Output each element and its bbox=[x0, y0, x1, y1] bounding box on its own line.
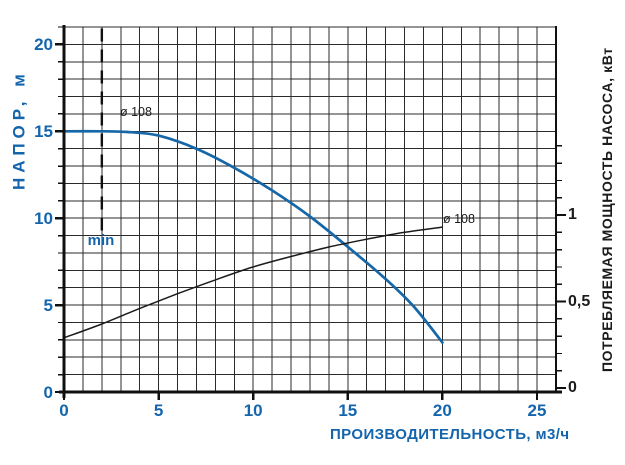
y-right-tick-label: 0,5 bbox=[568, 292, 591, 310]
x-axis-tick-label: 25 bbox=[527, 401, 547, 420]
x-axis-tick-label: 10 bbox=[243, 401, 263, 420]
x-axis-tick-label: 0 bbox=[59, 401, 69, 420]
power-curve-path bbox=[63, 226, 444, 339]
y-left-tick-label: 15 bbox=[34, 121, 53, 141]
x-axis-tick-label: 5 bbox=[153, 401, 164, 420]
x-axis-title: ПРОИЗВОДИТЕЛЬНОСТЬ, м3/ч bbox=[330, 426, 570, 443]
x-axis-tick-label: 20 bbox=[432, 401, 452, 420]
head-curve-path bbox=[62, 129, 444, 344]
left-axis-title: НАПОР, м bbox=[9, 69, 29, 191]
x-axis-tick-label: 15 bbox=[338, 401, 358, 420]
y-left-tick-label: 0 bbox=[43, 382, 53, 402]
power-curve-label: ø 108 bbox=[443, 212, 475, 226]
head-curve-label: ø 108 bbox=[120, 105, 152, 119]
y-right-tick-label: 0 bbox=[568, 379, 577, 396]
right-axis-title: ПОТРЕБЛЯЕМАЯ МОЩНОСТЬ НАСОСА, кВт bbox=[599, 47, 615, 373]
min-marker-label: min bbox=[87, 232, 115, 249]
y-left-tick-label: 10 bbox=[34, 208, 53, 228]
y-right-tick-label: 1 bbox=[568, 206, 577, 223]
y-left-tick-label: 20 bbox=[34, 34, 53, 54]
y-left-tick-label: 5 bbox=[43, 295, 53, 315]
